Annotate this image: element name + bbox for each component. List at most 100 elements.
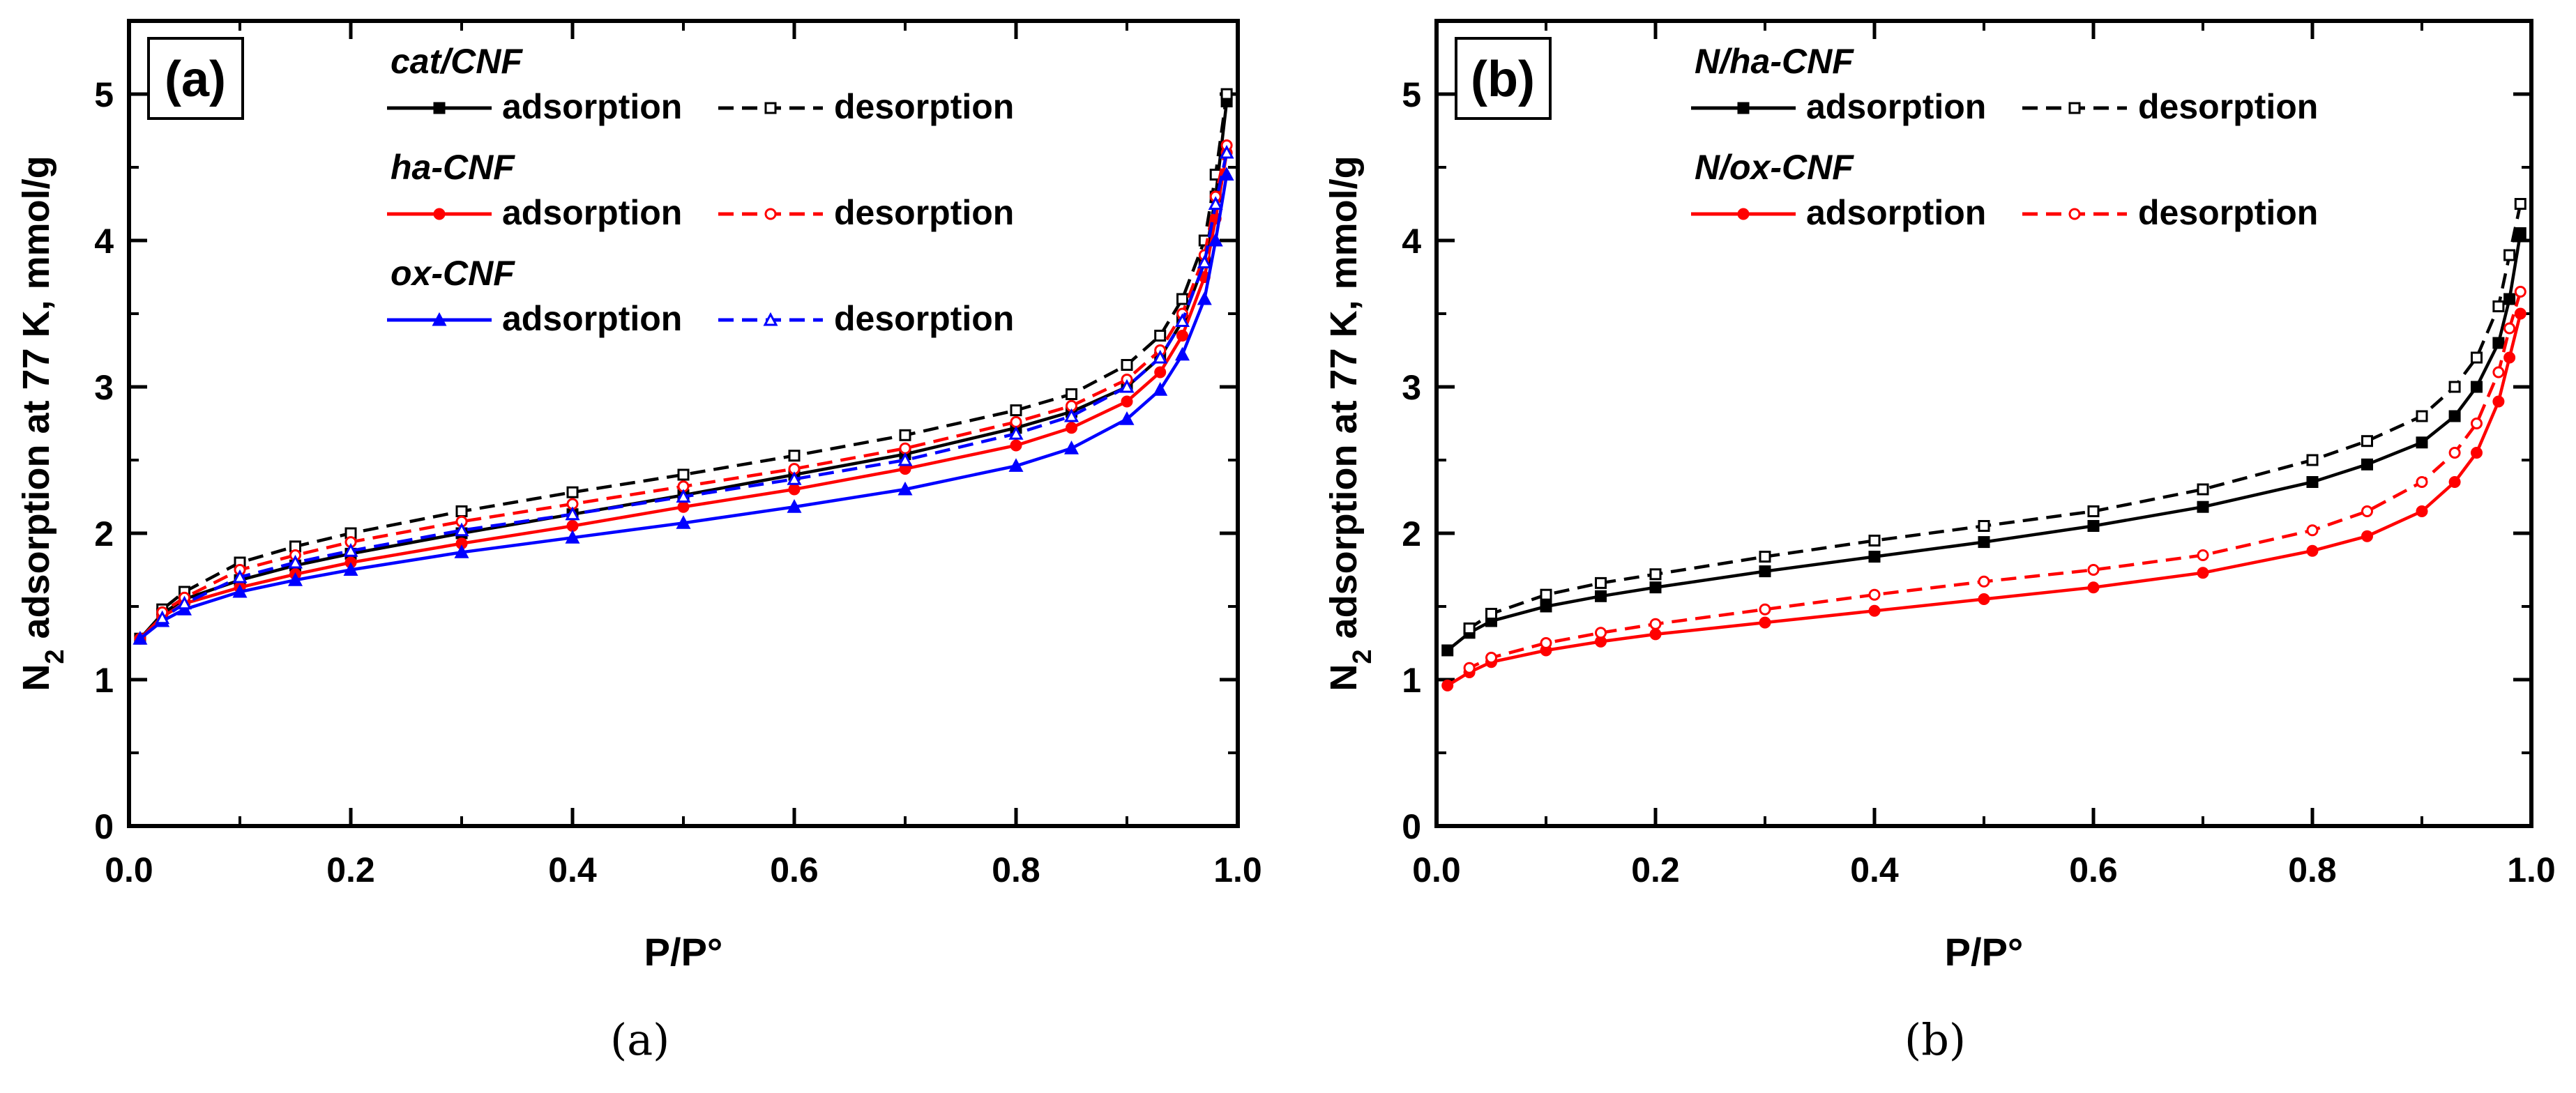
panel-a-series-4 xyxy=(132,167,1234,645)
panel-a-data-point xyxy=(1176,330,1188,342)
panel-b-data-point xyxy=(1759,551,1771,563)
panel-b-data-point xyxy=(1868,604,1881,617)
panel-a-data-point xyxy=(343,562,358,576)
panel-b-y-tick-label: 3 xyxy=(1402,368,1421,407)
panel-b-data-point xyxy=(2448,410,2461,422)
panel-a-y-tick-label: 2 xyxy=(94,514,114,553)
panel-b-data-point xyxy=(2471,381,2483,393)
panel-b-data-point xyxy=(2514,198,2526,210)
panel-a-data-point xyxy=(899,442,911,454)
panel-b-data-point xyxy=(1868,535,1881,546)
panel-a-y-tick-label: 1 xyxy=(94,661,114,700)
panel-a-data-point xyxy=(1066,422,1077,434)
panel-a-y-tick-label: 5 xyxy=(94,75,114,114)
panel-b-data-point xyxy=(1868,551,1881,563)
panel-b-data-point xyxy=(2197,500,2209,513)
panel-a-y-tick-label: 0 xyxy=(94,807,114,846)
panel-b-y-tick-label: 4 xyxy=(1402,222,1421,261)
panel-a-series-line xyxy=(139,101,1229,640)
panel-a-legend-desorption-marker xyxy=(764,102,777,114)
panel-a-data-point xyxy=(1154,330,1167,342)
panel-b-data-point xyxy=(1759,603,1771,616)
panel-a-data-point xyxy=(343,543,358,557)
panel-a-data-point xyxy=(232,569,248,583)
panel-b-legend-desorption-marker xyxy=(2068,208,2081,220)
panel-a-data-point xyxy=(1119,411,1135,425)
panel-b-data-point xyxy=(2471,447,2483,459)
panel-b-data-point xyxy=(2361,435,2373,448)
panel-a-x-axis-title: P/P° xyxy=(644,930,723,974)
panel-b-series-2 xyxy=(1441,307,2526,691)
panel-a-data-point xyxy=(676,489,691,503)
panel-b-chart: 0.0 0.2 0.4 0.6 0.8 1.0 0 1 2 3 4 5 P/P° N2 adsorptio… xyxy=(1323,19,2556,974)
panel-b-data-point xyxy=(1649,581,1662,594)
panel-b-data-point xyxy=(1978,575,1990,588)
panel-b-y-axis-title: N2 adsorption at 77 K, mmol/g xyxy=(1323,155,1377,691)
panel-a-data-point xyxy=(1121,359,1133,371)
panel-a-x-tick-label: 0.2 xyxy=(326,850,375,889)
panel-a-data-point xyxy=(132,631,148,645)
panel-b-data-point xyxy=(2514,227,2526,239)
panel-a-data-point xyxy=(1175,346,1190,361)
panel-b-data-point xyxy=(1441,679,1454,691)
panel-a-data-point xyxy=(677,500,690,513)
panel-a-data-point xyxy=(1208,232,1223,247)
panel-a-data-point xyxy=(155,610,170,625)
panel-b-legend-adsorption-marker xyxy=(1737,208,1750,220)
panel-b-x-tick-label: 0.8 xyxy=(2288,850,2337,889)
panel-a-data-point xyxy=(1064,441,1079,454)
panel-b-data-point xyxy=(2416,436,2428,449)
panel-a-legend-adsorption-marker xyxy=(432,312,447,326)
panel-b-data-point xyxy=(2503,322,2516,335)
panel-b-data-point xyxy=(2503,249,2516,261)
panel-b-legend-sample-name: N/ha-CNF xyxy=(1695,42,1854,81)
panel-b-legend-sample-name: N/ox-CNF xyxy=(1695,148,1854,187)
panel-a-legend-sample-name: ox-CNF xyxy=(391,254,515,293)
panel-b-data-point xyxy=(1595,590,1607,602)
panel-b-data-point xyxy=(1595,576,1607,589)
panel-a-y-axis-title: N2 adsorption at 77 K, mmol/g xyxy=(15,155,70,691)
panel-b-data-point xyxy=(1649,618,1662,630)
panel-b-series-3 xyxy=(1463,286,2526,674)
panel-a-data-point xyxy=(1010,439,1022,452)
panel-a-data-point xyxy=(787,471,802,485)
panel-b-legend-adsorption-marker xyxy=(1737,102,1750,114)
panel-a-series-3 xyxy=(156,139,1233,618)
panel-a-data-point xyxy=(1219,167,1234,181)
panel-a-x-tick-label: 0.4 xyxy=(548,850,597,889)
panel-a-data-point xyxy=(1008,426,1024,440)
panel-a-data-point xyxy=(1154,366,1167,379)
panel-b-data-point xyxy=(1649,568,1662,581)
panel-a-data-point xyxy=(787,499,802,513)
panel-a-data-point xyxy=(788,450,801,462)
panel-b-data-point xyxy=(1463,662,1476,674)
panel-b-data-point xyxy=(1978,520,1990,532)
panel-a-data-point xyxy=(1175,313,1190,327)
panel-a-data-point xyxy=(232,583,248,598)
panel-a-data-point xyxy=(788,483,801,496)
panel-a-data-point xyxy=(1064,408,1079,422)
panel-b-legend-desorption-label: desorption xyxy=(2138,87,2318,126)
panel-a-series-line xyxy=(161,152,1229,620)
panel-b-data-point xyxy=(2361,458,2373,471)
panel-b-data-point xyxy=(2448,476,2461,488)
panel-b-legend-desorption-marker xyxy=(2068,102,2081,114)
panel-a-caption: (a) xyxy=(610,1014,670,1065)
panel-a-data-point xyxy=(1153,349,1168,364)
panel-a-data-point xyxy=(454,544,469,558)
panel-b-y-tick-label: 1 xyxy=(1402,661,1421,700)
panel-b-caption: (b) xyxy=(1904,1014,1967,1065)
panel-b-data-point xyxy=(2306,544,2319,557)
panel-a-data-point xyxy=(1220,88,1233,100)
panel-b-data-point xyxy=(2492,395,2505,408)
panel-a-data-point xyxy=(1176,293,1188,305)
panel-a-x-tick-label: 1.0 xyxy=(1213,850,1262,889)
panel-b-series-line xyxy=(1446,233,2522,652)
panel-a-data-point xyxy=(288,572,303,586)
panel-b-data-point xyxy=(1485,608,1497,620)
panel-a-legend-sample-name: cat/CNF xyxy=(391,42,523,81)
panel-b-data-point xyxy=(2471,351,2483,364)
panel-b-data-point xyxy=(2503,351,2516,364)
panel-a-legend-desorption-marker xyxy=(764,208,777,220)
